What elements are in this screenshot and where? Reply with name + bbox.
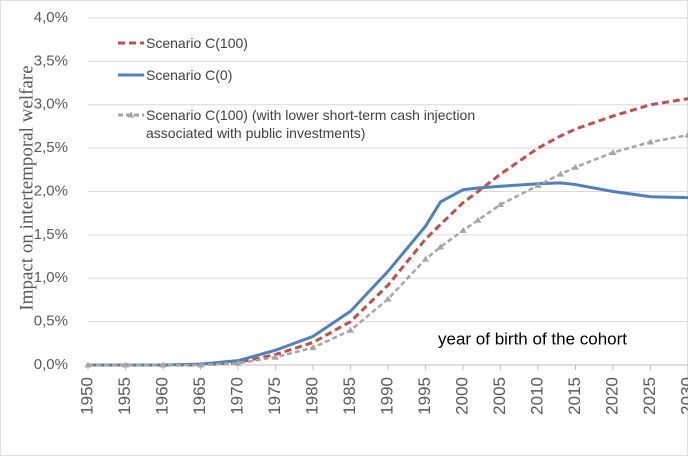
point-marker <box>437 243 444 250</box>
y-axis-label: Impact on intertemporal welfare <box>16 65 37 310</box>
y-tick-label: 3,0% <box>34 96 68 113</box>
y-tick-label: 0,5% <box>34 313 68 330</box>
point-marker <box>474 216 482 223</box>
point-marker <box>384 295 392 302</box>
x-tick-label: 1960 <box>152 377 171 415</box>
y-tick-label: 2,0% <box>34 182 68 199</box>
point-marker <box>309 344 317 351</box>
point-marker <box>572 163 579 170</box>
x-tick-label: 1990 <box>377 377 396 415</box>
x-tick-label: 2005 <box>490 377 509 415</box>
series-line <box>88 181 688 367</box>
x-tick-label: 1980 <box>302 377 321 415</box>
plot-layer: 0,0% 0,5% 1,0% 1,5% 2,0% 2,5% 3,0% 3,5% 4,0% 1950… <box>34 9 688 415</box>
x-tick-label: 2020 <box>602 377 621 415</box>
legend-label: Scenario C(100) <box>146 35 248 51</box>
x-axis-label: year of birth of the cohort <box>438 329 627 348</box>
x-tick-label: 1995 <box>415 377 434 415</box>
point-marker <box>422 255 429 262</box>
series-line <box>88 97 688 367</box>
point-marker <box>459 227 467 234</box>
x-tick-label: 2030 <box>677 377 688 415</box>
point-marker <box>159 361 167 368</box>
x-tick-label: 2025 <box>640 377 659 415</box>
x-tick-label: 1985 <box>340 377 359 415</box>
y-tick-label: 1,5% <box>34 226 68 243</box>
x-tick-label: 2010 <box>527 377 546 415</box>
legend-entry: Scenario C(0) <box>146 67 233 83</box>
legend-entry: Scenario C(100) (with lower short-term c… <box>146 107 476 141</box>
point-marker <box>684 131 688 138</box>
x-tick-label: 1955 <box>115 377 134 415</box>
y-tick-label: 2,5% <box>34 139 68 156</box>
legend-label: Scenario C(0) <box>146 67 233 83</box>
point-marker <box>84 361 92 368</box>
x-tick-label: 2000 <box>452 377 471 415</box>
point-marker <box>234 359 242 366</box>
point-marker <box>647 138 654 145</box>
x-tick-label: 1970 <box>227 377 246 415</box>
y-tick-label: 3,5% <box>34 52 68 69</box>
y-tick-label: 4,0% <box>34 9 68 26</box>
y-tick-label: 0,0% <box>34 356 68 373</box>
x-tick-label: 2015 <box>565 377 584 415</box>
x-tick-label: 1950 <box>77 377 96 415</box>
x-tick-label: 1965 <box>190 377 209 415</box>
legend-entry: Scenario C(100) <box>146 35 248 51</box>
point-marker <box>497 201 504 208</box>
point-marker <box>609 148 617 155</box>
point-marker <box>347 326 354 333</box>
x-tick-label: 1975 <box>265 377 284 415</box>
legend-label: Scenario C(100) (with lower short-term c… <box>146 107 476 141</box>
point-marker <box>122 361 129 368</box>
y-tick-label: 1,0% <box>34 269 68 286</box>
point-marker <box>557 170 564 177</box>
point-marker <box>197 361 204 368</box>
point-marker <box>534 181 542 188</box>
point-marker <box>272 353 279 360</box>
